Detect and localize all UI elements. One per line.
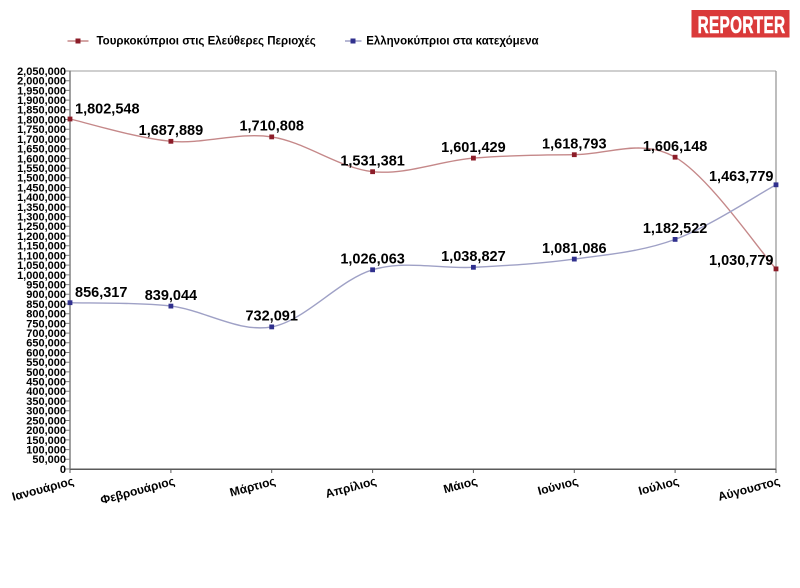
- svg-text:1,081,086: 1,081,086: [542, 241, 607, 257]
- svg-text:200,000: 200,000: [26, 425, 66, 437]
- svg-text:450,000: 450,000: [26, 377, 66, 389]
- svg-text:1,038,827: 1,038,827: [441, 249, 506, 265]
- svg-text:1,463,779: 1,463,779: [709, 169, 774, 185]
- svg-text:1,700,000: 1,700,000: [17, 134, 66, 146]
- svg-text:1,026,063: 1,026,063: [340, 252, 405, 268]
- svg-text:Τουρκοκύπριοι στις Ελεύθερες Π: Τουρκοκύπριοι στις Ελεύθερες Περιοχές: [97, 36, 316, 48]
- svg-text:1,900,000: 1,900,000: [17, 95, 66, 107]
- svg-text:900,000: 900,000: [26, 289, 66, 301]
- svg-text:850,000: 850,000: [26, 299, 66, 311]
- svg-text:950,000: 950,000: [26, 280, 66, 292]
- svg-text:1,710,808: 1,710,808: [239, 119, 304, 135]
- svg-text:1,800,000: 1,800,000: [17, 114, 66, 126]
- svg-text:800,000: 800,000: [26, 309, 66, 321]
- svg-text:1,687,889: 1,687,889: [139, 123, 204, 139]
- svg-text:2,000,000: 2,000,000: [17, 76, 66, 88]
- svg-text:350,000: 350,000: [26, 396, 66, 408]
- svg-text:1,030,779: 1,030,779: [709, 253, 774, 269]
- svg-text:1,531,381: 1,531,381: [340, 154, 405, 170]
- svg-text:732,091: 732,091: [245, 309, 297, 325]
- svg-text:0: 0: [60, 464, 66, 476]
- svg-text:856,317: 856,317: [75, 285, 127, 301]
- svg-text:50,000: 50,000: [32, 454, 66, 466]
- svg-text:1,100,000: 1,100,000: [17, 250, 66, 262]
- svg-text:1,200,000: 1,200,000: [17, 231, 66, 243]
- svg-text:1,650,000: 1,650,000: [17, 144, 66, 156]
- svg-text:1,050,000: 1,050,000: [17, 260, 66, 272]
- svg-text:750,000: 750,000: [26, 318, 66, 330]
- svg-text:100,000: 100,000: [26, 445, 66, 457]
- svg-text:1,802,548: 1,802,548: [75, 102, 140, 118]
- svg-text:1,601,429: 1,601,429: [441, 140, 506, 156]
- svg-text:400,000: 400,000: [26, 386, 66, 398]
- svg-text:1,600,000: 1,600,000: [17, 153, 66, 165]
- svg-text:1,250,000: 1,250,000: [17, 221, 66, 233]
- svg-text:2,050,000: 2,050,000: [17, 66, 66, 78]
- svg-text:550,000: 550,000: [26, 357, 66, 369]
- svg-text:300,000: 300,000: [26, 406, 66, 418]
- svg-text:1,000,000: 1,000,000: [17, 270, 66, 282]
- svg-text:250,000: 250,000: [26, 415, 66, 427]
- svg-text:1,550,000: 1,550,000: [17, 163, 66, 175]
- svg-text:150,000: 150,000: [26, 435, 66, 447]
- svg-text:1,606,148: 1,606,148: [643, 139, 708, 155]
- svg-text:1,150,000: 1,150,000: [17, 241, 66, 253]
- svg-text:1,350,000: 1,350,000: [17, 202, 66, 214]
- svg-text:700,000: 700,000: [26, 328, 66, 340]
- svg-text:500,000: 500,000: [26, 367, 66, 379]
- svg-text:1,750,000: 1,750,000: [17, 124, 66, 136]
- svg-text:1,618,793: 1,618,793: [542, 137, 607, 153]
- svg-text:839,044: 839,044: [145, 288, 197, 304]
- svg-text:1,850,000: 1,850,000: [17, 105, 66, 117]
- svg-text:1,450,000: 1,450,000: [17, 182, 66, 194]
- svg-text:Ελληνοκύπριοι στα κατεχόμενα: Ελληνοκύπριοι στα κατεχόμενα: [366, 36, 538, 48]
- svg-text:1,182,522: 1,182,522: [643, 221, 708, 237]
- svg-text:1,400,000: 1,400,000: [17, 192, 66, 204]
- svg-text:650,000: 650,000: [26, 338, 66, 350]
- svg-text:REPORTER: REPORTER: [698, 13, 786, 39]
- svg-text:1,500,000: 1,500,000: [17, 173, 66, 185]
- svg-text:600,000: 600,000: [26, 347, 66, 359]
- svg-text:1,300,000: 1,300,000: [17, 212, 66, 224]
- svg-text:1,950,000: 1,950,000: [17, 85, 66, 97]
